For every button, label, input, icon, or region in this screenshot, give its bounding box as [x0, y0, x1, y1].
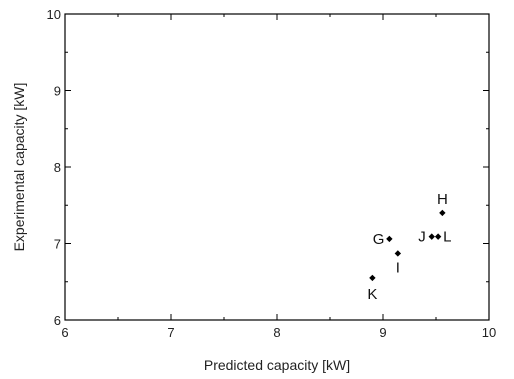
point-label-l: L: [443, 229, 451, 246]
point-label-group: G H I J L K: [367, 191, 451, 303]
x-tick-label: 7: [167, 325, 174, 340]
point-label-i: I: [396, 259, 400, 276]
point-label-k: K: [367, 286, 377, 303]
y-tick-label: 9: [54, 84, 61, 99]
tick-label-group: 6 7 8 9 10 6 7 8 9 10: [47, 7, 497, 340]
y-tick-label: 6: [54, 313, 61, 328]
y-tick-label: 8: [54, 160, 61, 175]
plot-frame: [64, 13, 490, 321]
y-tick-label: 10: [47, 7, 61, 22]
x-tick-label: 8: [273, 325, 280, 340]
x-axis-title: Predicted capacity [kW]: [204, 357, 350, 373]
data-point-g: [386, 235, 393, 243]
data-point-group: [369, 209, 446, 282]
data-point-j: [428, 233, 435, 240]
x-tick-label: 9: [379, 325, 386, 340]
point-label-h: H: [437, 191, 448, 208]
data-point-l: [434, 233, 442, 240]
tick-group: [64, 13, 490, 321]
point-label-g: G: [373, 231, 385, 248]
y-tick-label: 7: [54, 237, 61, 252]
data-point-i: [394, 250, 402, 257]
data-point-h: [439, 209, 446, 217]
y-axis-title: Experimental capacity [kW]: [11, 83, 27, 252]
data-point-k: [369, 274, 376, 282]
x-tick-label: 6: [61, 325, 68, 340]
point-label-j: J: [418, 229, 426, 246]
x-tick-label: 10: [482, 325, 496, 340]
